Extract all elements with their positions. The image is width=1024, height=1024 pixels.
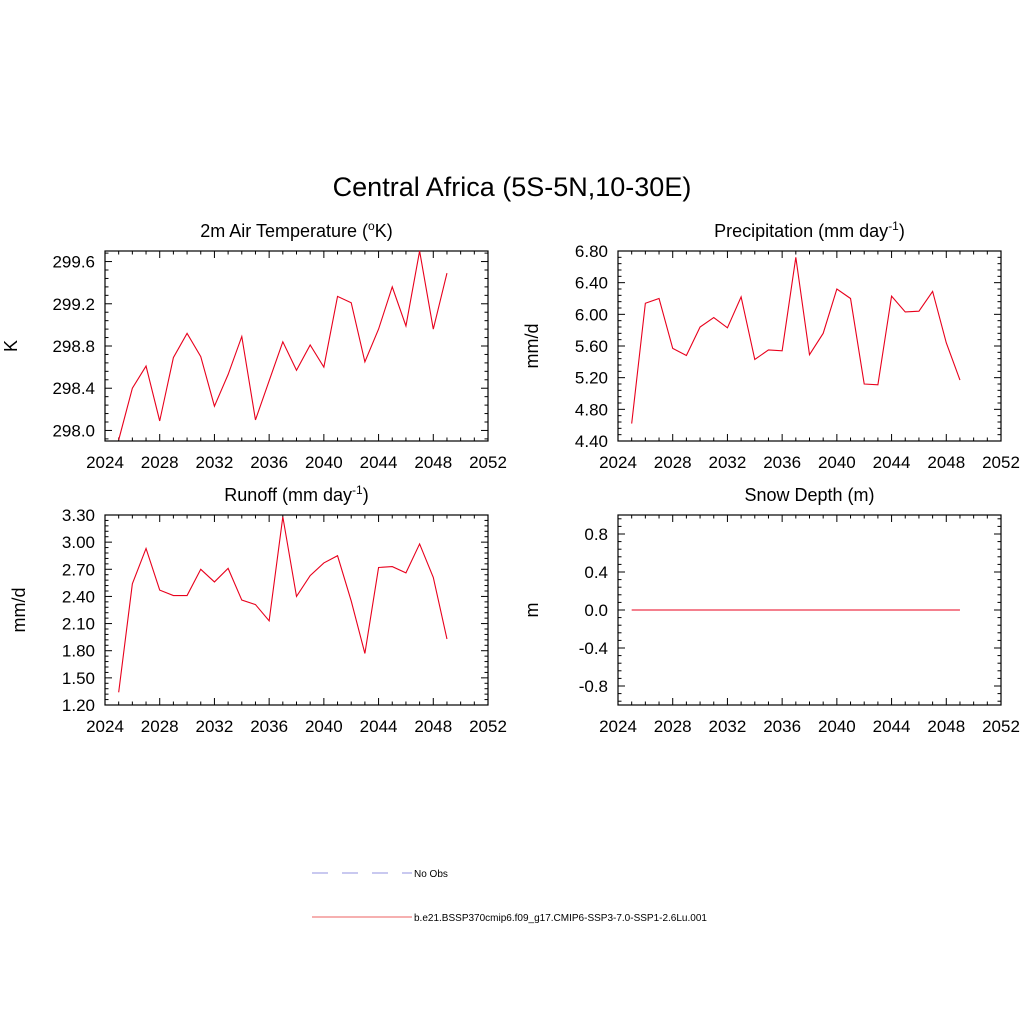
- x-tick-label: 2044: [873, 717, 911, 736]
- x-tick-label: 2044: [360, 453, 398, 472]
- x-tick-label: 2024: [86, 717, 124, 736]
- x-tick-label: 2040: [305, 453, 343, 472]
- y-axis-label: K: [1, 340, 21, 352]
- x-tick-label: 2032: [196, 453, 234, 472]
- y-tick-label: 1.50: [62, 669, 95, 688]
- panels-group: 2024 2028 2032 2036 2040 2044 2048 2052 298.0 298…: [1, 219, 1020, 736]
- panel-title: 2m Air Temperature (oK): [200, 219, 392, 241]
- x-tick-label: 2024: [86, 453, 124, 472]
- x-tick-label: 2040: [305, 717, 343, 736]
- y-tick-label: 299.2: [52, 295, 95, 314]
- legend-label-model-run: b.e21.BSSP370cmip6.f09_g17.CMIP6-SSP3-7.…: [414, 913, 707, 924]
- legend: No Obs b.e21.BSSP370cmip6.f09_g17.CMIP6-…: [312, 869, 707, 924]
- x-tick-label: 2036: [250, 453, 288, 472]
- x-tick-label: 2044: [873, 453, 911, 472]
- chart-panel-runoff: 2024 2028 2032 2036 2040 2044 2048 2052 1.20 1.50…: [9, 483, 507, 736]
- x-tick-label: 2044: [360, 717, 398, 736]
- y-tick-label: 0.4: [584, 563, 608, 582]
- y-tick-label: 4.40: [575, 432, 608, 451]
- x-tick-label: 2040: [818, 453, 856, 472]
- x-tick-label: 2028: [141, 453, 179, 472]
- x-tick-label: 2052: [982, 717, 1020, 736]
- y-tick-label: 1.80: [62, 642, 95, 661]
- figure-title: Central Africa (5S-5N,10-30E): [333, 172, 692, 202]
- plot-frame: [104, 514, 489, 706]
- x-tick-label: 2036: [763, 717, 801, 736]
- y-tick-label: 5.60: [575, 337, 608, 356]
- series-line: [118, 250, 448, 441]
- y-tick-label: 0.8: [584, 525, 608, 544]
- y-tick-label: 5.20: [575, 369, 608, 388]
- panel-title: Precipitation (mm day-1): [714, 219, 905, 241]
- legend-label-no-obs: No Obs: [414, 869, 448, 880]
- y-tick-label: 6.40: [575, 274, 608, 293]
- y-tick-label: 298.8: [52, 337, 95, 356]
- y-tick-label: -0.8: [579, 677, 608, 696]
- y-axis-label: m: [522, 603, 542, 618]
- x-tick-label: 2052: [469, 717, 507, 736]
- y-tick-label: 2.70: [62, 560, 95, 579]
- x-tick-label: 2036: [763, 453, 801, 472]
- x-tick-label: 2048: [414, 453, 452, 472]
- y-tick-label: 298.4: [52, 379, 95, 398]
- plot-frame: [617, 250, 1002, 442]
- x-tick-label: 2048: [927, 717, 965, 736]
- x-tick-label: 2032: [196, 717, 234, 736]
- x-tick-label: 2032: [709, 453, 747, 472]
- series-line: [118, 516, 448, 693]
- y-tick-label: 2.40: [62, 587, 95, 606]
- x-tick-label: 2048: [414, 717, 452, 736]
- x-tick-label: 2052: [469, 453, 507, 472]
- y-tick-label: 298.0: [52, 421, 95, 440]
- y-axis-label: mm/d: [522, 324, 542, 369]
- x-tick-label: 2028: [654, 453, 692, 472]
- panel-title: Runoff (mm day-1): [224, 483, 368, 505]
- panel-title: Snow Depth (m): [744, 485, 874, 505]
- x-tick-label: 2036: [250, 717, 288, 736]
- y-tick-label: 299.6: [52, 253, 95, 272]
- y-tick-label: -0.4: [579, 639, 608, 658]
- y-tick-label: 2.10: [62, 615, 95, 634]
- chart-panel-temperature: 2024 2028 2032 2036 2040 2044 2048 2052 298.0 298…: [1, 219, 507, 472]
- x-tick-label: 2040: [818, 717, 856, 736]
- y-tick-label: 6.80: [575, 242, 608, 261]
- chart-panel-precipitation: 2024 2028 2032 2036 2040 2044 2048 2052 4.40 4.80…: [522, 219, 1020, 472]
- x-tick-label: 2052: [982, 453, 1020, 472]
- x-tick-label: 2048: [927, 453, 965, 472]
- y-tick-label: 3.00: [62, 533, 95, 552]
- y-tick-label: 1.20: [62, 696, 95, 715]
- x-tick-label: 2032: [709, 717, 747, 736]
- y-axis-label: mm/d: [9, 588, 29, 633]
- x-tick-label: 2028: [654, 717, 692, 736]
- y-tick-label: 0.0: [584, 601, 608, 620]
- x-tick-label: 2024: [599, 453, 637, 472]
- y-tick-label: 6.00: [575, 305, 608, 324]
- y-tick-label: 3.30: [62, 506, 95, 525]
- y-tick-label: 4.80: [575, 400, 608, 419]
- chart-panel-snow-depth: 2024 2028 2032 2036 2040 2044 2048 2052 -0.8 -0.4…: [522, 485, 1020, 736]
- x-tick-label: 2028: [141, 717, 179, 736]
- x-tick-label: 2024: [599, 717, 637, 736]
- series-line: [631, 257, 961, 424]
- plot-frame: [104, 250, 489, 442]
